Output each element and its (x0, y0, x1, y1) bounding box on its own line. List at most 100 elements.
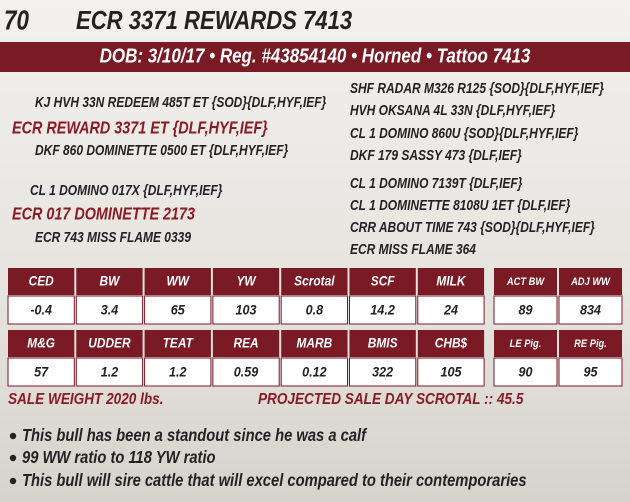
ancestor-name: ECR 743 MISS FLAME 0339 (35, 229, 191, 246)
value-label: 14.2 (370, 302, 395, 318)
header-label: MARB (297, 335, 333, 351)
header-label: SCF (371, 273, 396, 289)
header-label: BW (100, 273, 121, 289)
value-cell (417, 295, 485, 325)
header-cell (281, 330, 348, 357)
ancestor-name: KJ HVH 33N REDEEM 485T ET {SOD}{DLF,HYF,… (35, 94, 327, 111)
value-label: 105 (440, 364, 462, 380)
header-label: TEAT (163, 335, 194, 351)
value-cell (417, 357, 485, 387)
ancestor-name: CL 1 DOMINO 860U {SOD}{DLF,HYF,IEF} (350, 125, 579, 142)
ancestor-name: ECR MISS FLAME 364 (350, 241, 476, 258)
value-cell (280, 295, 349, 325)
header-label: CED (29, 273, 55, 289)
header-label: UDDER (88, 335, 131, 351)
value-label: 0.59 (234, 364, 259, 380)
value-label: 0.12 (302, 364, 327, 380)
sire-dam-name: ECR REWARD 3371 ET {DLF,HYF,IEF} (12, 118, 268, 138)
bullet (9, 432, 17, 440)
header-label: LE Pig. (510, 338, 542, 350)
value-label: 24 (443, 302, 459, 318)
ancestor-name: DKF 179 SASSY 473 {DLF,IEF} (350, 147, 522, 164)
value-cell (75, 295, 144, 325)
bull-info: DOB: 3/10/17 • Reg. #43854140 • Horned •… (100, 44, 531, 67)
header-label: MILK (436, 273, 467, 289)
sale-weight: SALE WEIGHT 2020 lbs. (8, 391, 163, 408)
header-cell (144, 268, 211, 295)
value-label: 1.2 (101, 364, 119, 380)
value-cell (144, 357, 212, 387)
header-cell (76, 268, 143, 295)
lot-number: 70 (4, 5, 29, 36)
header-cell (349, 268, 416, 295)
value-cell (558, 357, 623, 387)
header-cell (212, 330, 280, 357)
value-cell (349, 295, 417, 325)
header-label: YW (236, 273, 257, 289)
header-cell (8, 330, 75, 357)
header-cell (417, 268, 485, 295)
note: This bull has been a standout since he w… (22, 425, 367, 445)
bullet (9, 454, 17, 462)
note: This bull will sire cattle that will exc… (22, 470, 527, 490)
value-cell (75, 357, 144, 387)
header-cell (212, 268, 280, 295)
scrotal-measure: PROJECTED SALE DAY SCROTAL :: 45.5 (258, 391, 524, 408)
header-label: Scrotal (294, 273, 335, 289)
header-cell (281, 268, 348, 295)
sire-dam-name: ECR 017 DOMINETTE 2173 (12, 204, 195, 224)
value-label: 65 (171, 302, 186, 318)
value-label: 1.2 (169, 364, 187, 380)
value-cell (558, 295, 623, 325)
value-label: 322 (372, 364, 394, 380)
header-cell (8, 268, 75, 295)
header-cell (417, 330, 485, 357)
note: 99 WW ratio to 118 YW ratio (22, 447, 216, 467)
bullet (9, 477, 17, 485)
value-label: 90 (519, 364, 534, 380)
value-label: 89 (519, 302, 534, 318)
ancestor-name: CRR ABOUT TIME 743 {SOD}{DLF,HYF,IEF} (350, 219, 595, 236)
value-cell (349, 357, 417, 387)
header-cell (76, 330, 143, 357)
header-label: BMIS (368, 335, 398, 351)
value-label: 103 (236, 302, 258, 318)
header-label: RE Pig. (574, 338, 607, 350)
value-label: 57 (34, 364, 49, 380)
value-label: -0.4 (30, 302, 52, 318)
header-label: WW (167, 273, 191, 289)
header-cell (494, 330, 557, 357)
header-label: ACT BW (506, 276, 545, 288)
value-cell (144, 295, 212, 325)
value-label: 95 (584, 364, 599, 380)
value-cell (280, 357, 349, 387)
value-label: 3.4 (101, 302, 119, 318)
value-cell (212, 357, 280, 387)
ancestor-name: HVH OKSANA 4L 33N {DLF,HYF,IEF} (350, 102, 556, 119)
header-cell (144, 330, 211, 357)
header-cell (494, 268, 557, 295)
ancestor-name: CL 1 DOMINO 017X {DLF,HYF,IEF} (30, 182, 223, 199)
value-cell (493, 295, 558, 325)
bull-name: ECR 3371 REWARDS 7413 (76, 6, 353, 35)
value-cell (212, 295, 280, 325)
header-label: M&G (27, 335, 55, 351)
ancestor-name: DKF 860 DOMINETTE 0500 ET {DLF,HYF,IEF} (35, 142, 289, 159)
header-cell (349, 330, 416, 357)
ancestor-name: CL 1 DOMINETTE 8108U 1ET {DLF,IEF} (350, 197, 571, 214)
header-label: ADJ WW (570, 276, 611, 288)
ancestor-name: SHF RADAR M326 R125 {SOD}{DLF,HYF,IEF} (350, 80, 605, 97)
info-band (0, 42, 630, 72)
header-cell (559, 330, 622, 357)
header-label: CHB$ (435, 335, 468, 351)
header-label: REA (233, 335, 258, 351)
header-cell (559, 268, 622, 295)
value-cell (493, 357, 558, 387)
value-cell (7, 357, 75, 387)
value-label: 834 (580, 302, 602, 318)
value-label: 0.8 (306, 302, 324, 318)
ancestor-name: CL 1 DOMINO 7139T {DLF,IEF} (350, 175, 523, 192)
